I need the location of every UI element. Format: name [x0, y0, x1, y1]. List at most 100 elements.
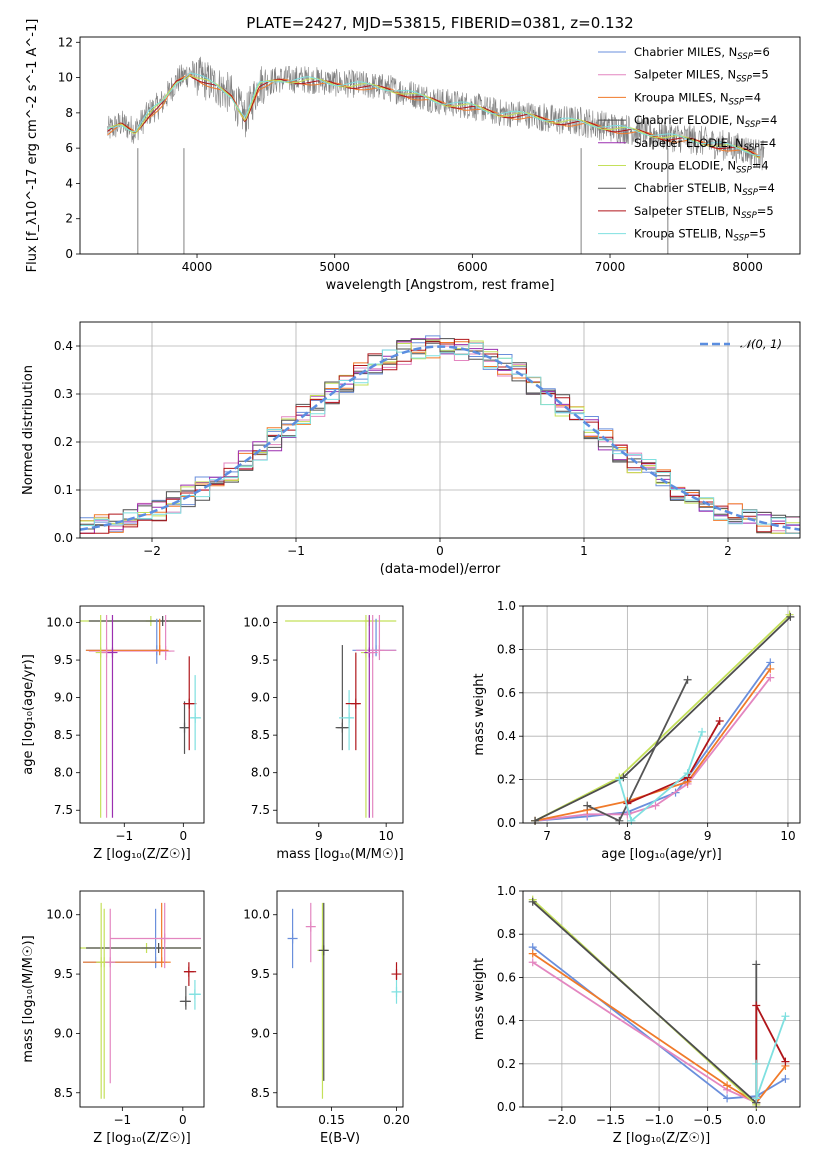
y-axis-label: mass weight	[472, 958, 487, 1040]
axes-frame	[276, 890, 404, 1108]
observed-spectrum	[107, 56, 765, 171]
data-point	[391, 969, 402, 980]
y-tick-label: 0.6	[497, 686, 516, 700]
y-axis-label: age [log₁₀(age/yr)]	[21, 654, 36, 775]
legend-subscript: SSP	[742, 188, 758, 198]
axes-frame	[522, 890, 801, 1108]
legend-entry: Chabrier STELIB, NSSP=4	[634, 181, 775, 198]
x-tick-label: −0.5	[693, 1113, 722, 1127]
weight-point	[752, 1001, 761, 1010]
y-tick-label: 0.2	[497, 773, 516, 787]
legend-entry: Kroupa ELODIE, NSSP=4	[634, 159, 769, 176]
weight-point	[752, 960, 761, 969]
y-tick-label: 10.0	[243, 616, 270, 630]
legend-entry: Kroupa MILES, NSSP=4	[634, 90, 761, 107]
weight-point	[752, 1094, 761, 1103]
legend-text: Chabrier MILES, N	[634, 45, 737, 59]
y-tick-label: 8.0	[54, 766, 73, 780]
legend-subscript: SSP	[744, 143, 760, 153]
legend-entry: 𝒩(0, 1)	[740, 337, 782, 351]
x-tick-label: 10	[780, 829, 795, 843]
y-axis-label: mass weight	[472, 673, 487, 755]
weight-point	[781, 1057, 790, 1066]
legend-text: =4	[759, 136, 776, 150]
data-point	[374, 645, 385, 656]
y-tick-label: 0.2	[54, 435, 73, 449]
legend-subscript: SSP	[741, 211, 757, 221]
x-tick-label: −1	[287, 544, 305, 558]
y-tick-label: 7.5	[54, 803, 73, 817]
weight-point	[786, 612, 795, 621]
legend-entry: Salpeter STELIB, NSSP=5	[634, 204, 774, 221]
y-tick-label: 7.5	[251, 803, 270, 817]
weight-point	[715, 717, 724, 726]
legend-text: =4	[758, 181, 775, 195]
x-tick-label: 0	[179, 1113, 187, 1127]
data-point	[344, 712, 355, 723]
data-point	[154, 645, 165, 656]
weight-point	[583, 801, 592, 810]
legend-entry: Salpeter ELODIE, NSSP=4	[634, 136, 776, 153]
data-point	[367, 647, 378, 658]
weight-series-line	[627, 720, 721, 805]
legend-subscript: SSP	[729, 97, 745, 107]
y-tick-label: 6	[65, 141, 73, 155]
x-tick-label: 2	[724, 544, 732, 558]
x-axis-label: (data-model)/error	[380, 562, 501, 577]
y-tick-label: 12	[58, 35, 73, 49]
y-tick-label: 0.4	[54, 339, 73, 353]
data-point	[107, 647, 118, 658]
weight-vs-z-panel: −2.0 −1.5 −1.0 −0.5 0.0 0.0 0.2 0.4 0.6 0.8 1.0 Z […	[472, 884, 801, 1146]
y-tick-label: 0.8	[497, 927, 516, 941]
weight-point	[683, 675, 692, 684]
weight-series-line	[755, 1015, 787, 1099]
weight-point	[531, 816, 540, 825]
x-axis-label: Z [log₁₀(Z/Z☉)]	[613, 1131, 710, 1146]
legend-entry: Salpeter MILES, NSSP=5	[634, 68, 769, 85]
weight-point	[752, 1059, 761, 1068]
legend-text: Chabrier STELIB, N	[634, 181, 742, 195]
weight-point	[619, 773, 628, 782]
chart-title: PLATE=2427, MJD=53815, FIBERID=0381, z=0…	[246, 14, 633, 32]
weight-series-line	[532, 952, 787, 1104]
x-axis-label: E(B-V)	[320, 1131, 360, 1146]
x-tick-label: 7	[543, 829, 551, 843]
x-tick-label: 7000	[595, 260, 626, 274]
y-tick-label: 10.0	[243, 908, 270, 922]
weight-point	[683, 769, 692, 778]
histogram-series	[80, 342, 800, 534]
y-tick-label: 9.0	[54, 691, 73, 705]
x-tick-label: 6000	[457, 260, 488, 274]
x-tick-label: 0.15	[318, 1113, 345, 1127]
y-tick-label: 0	[65, 247, 73, 261]
data-point	[337, 722, 348, 733]
y-tick-label: 0.4	[497, 1014, 516, 1028]
y-tick-label: 0.4	[497, 729, 516, 743]
weight-point	[781, 1012, 790, 1021]
x-tick-label: −2.0	[547, 1113, 576, 1127]
legend-entry: Chabrier MILES, NSSP=6	[634, 45, 770, 62]
x-tick-label: 0	[180, 829, 188, 843]
legend-subscript: SSP	[736, 75, 752, 85]
model-fit-line	[107, 72, 761, 157]
mass-vs-ebv-panel: 0.15 0.20 8.5 9.0 9.5 10.0 E(B-V)	[243, 890, 410, 1146]
y-tick-label: 8.5	[54, 728, 73, 742]
legend-text: Chabrier ELODIE, N	[634, 113, 745, 127]
y-tick-label: 9.5	[54, 967, 73, 981]
y-axis-label: Normed distribution	[21, 365, 36, 495]
legend-text: =5	[749, 227, 766, 241]
y-tick-label: 0.0	[497, 816, 516, 830]
y-tick-label: 8.5	[251, 1086, 270, 1100]
y-tick-label: 0.6	[497, 970, 516, 984]
weight-point	[528, 897, 537, 906]
data-point	[160, 646, 171, 657]
weight-point	[766, 673, 775, 682]
weight-series-line	[532, 901, 757, 1104]
x-tick-label: −1	[115, 829, 133, 843]
x-tick-label: 0.20	[383, 1113, 410, 1127]
data-point	[159, 933, 170, 944]
x-tick-label: 5000	[319, 260, 350, 274]
y-tick-label: 1.0	[497, 884, 516, 898]
legend-text: Kroupa MILES, N	[634, 90, 729, 104]
